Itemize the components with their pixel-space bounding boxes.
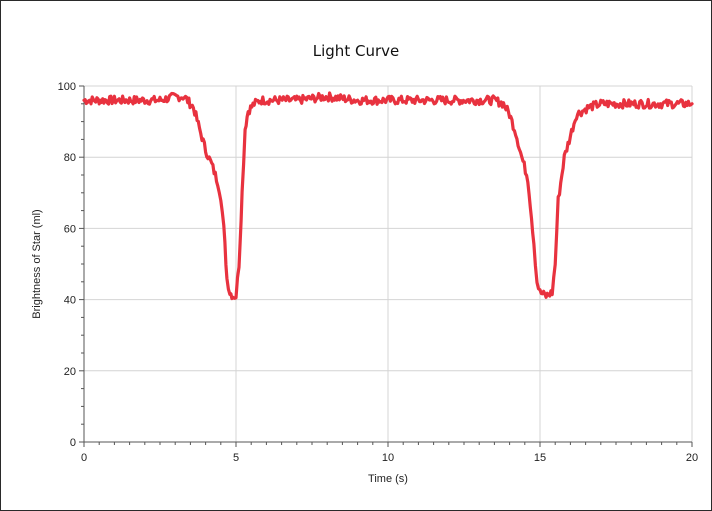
y-tick-label: 80 [64,152,76,164]
tick-labels: 0 5 10 15 20 0 20 40 60 80 100 [58,81,698,464]
y-axis-title: Brightness of Star (ml) [31,209,43,318]
x-axis-title: Time (s) [368,473,408,485]
brightness-series-line [82,91,694,301]
y-tick-label: 40 [64,295,76,307]
y-tick-label: 100 [58,81,76,93]
axes [79,85,693,447]
chart-title: Light Curve [312,42,400,60]
y-tick-label: 60 [64,223,76,235]
grid-lines [84,85,693,442]
x-tick-label: 0 [81,452,87,464]
x-tick-label: 10 [382,452,394,464]
x-tick-label: 20 [686,452,698,464]
y-tick-label: 0 [70,437,76,449]
x-tick-label: 5 [233,452,239,464]
y-tick-label: 20 [64,366,76,378]
x-tick-label: 15 [534,452,546,464]
